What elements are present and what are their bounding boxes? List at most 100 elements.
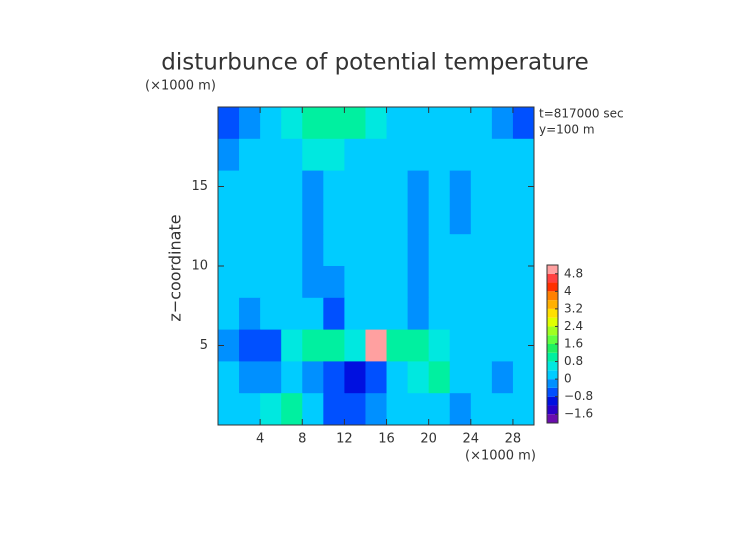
x-tick-label: 4 bbox=[256, 432, 264, 447]
annotation: y=100 m bbox=[539, 123, 595, 137]
field-cell bbox=[407, 138, 430, 172]
colorbar-tick-label: −1.6 bbox=[564, 407, 593, 421]
colorbar-tick-label: 0 bbox=[564, 372, 572, 386]
field-cell bbox=[491, 234, 514, 267]
field-cell bbox=[386, 170, 409, 203]
field-cell bbox=[218, 107, 240, 140]
field-cell bbox=[428, 361, 451, 394]
field-cell bbox=[491, 393, 514, 425]
field-cell bbox=[386, 138, 409, 172]
field-cell bbox=[386, 107, 409, 140]
field-cell bbox=[491, 107, 514, 140]
annotation: t=817000 sec bbox=[539, 107, 624, 121]
field-cell bbox=[323, 202, 345, 235]
field-cell bbox=[449, 297, 472, 331]
field-cell bbox=[386, 393, 409, 425]
field-cell bbox=[491, 361, 514, 394]
field-cell bbox=[428, 393, 451, 425]
field-cell bbox=[365, 329, 388, 362]
x-unit-label: (×1000 m) bbox=[465, 449, 536, 464]
field-cell bbox=[386, 234, 409, 267]
field-cell bbox=[260, 234, 282, 267]
colorbar-tick-label: 1.6 bbox=[564, 337, 583, 351]
colorbar-band bbox=[547, 300, 558, 309]
field-cell bbox=[449, 138, 472, 172]
field-cell bbox=[302, 202, 324, 235]
field-cell bbox=[428, 297, 451, 331]
field-cell bbox=[428, 329, 451, 362]
field-cell bbox=[344, 329, 366, 362]
field-cell bbox=[491, 202, 514, 235]
colorbar-tick-label: 4.8 bbox=[564, 266, 583, 280]
field-cell bbox=[491, 138, 514, 172]
field-cell bbox=[218, 361, 240, 394]
field-cell bbox=[470, 266, 493, 299]
field-cell bbox=[260, 138, 282, 172]
field-cell bbox=[218, 202, 240, 235]
colorbar-band bbox=[547, 361, 558, 371]
colorbar-band bbox=[547, 282, 558, 292]
field-cell bbox=[281, 393, 303, 425]
field-cell bbox=[281, 138, 303, 172]
field-cell bbox=[365, 361, 388, 394]
field-cell bbox=[344, 170, 366, 203]
field-cell bbox=[239, 329, 261, 362]
field-cell bbox=[386, 297, 409, 331]
field-cell bbox=[470, 393, 493, 425]
colorbar-band bbox=[547, 326, 558, 336]
field-cell bbox=[449, 361, 472, 394]
field-cell bbox=[449, 170, 472, 203]
field-cell bbox=[260, 266, 282, 299]
colorbar-band bbox=[547, 405, 558, 415]
field-cell bbox=[323, 393, 345, 425]
field-cell bbox=[470, 202, 493, 235]
field-cell bbox=[218, 234, 240, 267]
field-cell bbox=[344, 393, 366, 425]
field-cell bbox=[281, 202, 303, 235]
field-cell bbox=[512, 266, 534, 299]
field-cell bbox=[260, 107, 282, 140]
field-cell bbox=[449, 202, 472, 235]
field-cell bbox=[407, 107, 430, 140]
colorbar-band bbox=[547, 265, 558, 274]
colorbar-tick-label: −0.8 bbox=[564, 389, 593, 403]
field-cell bbox=[491, 329, 514, 362]
field-cell bbox=[302, 138, 324, 172]
field-cell bbox=[239, 393, 261, 425]
field-cell bbox=[302, 297, 324, 331]
x-tick-label: 20 bbox=[420, 432, 437, 447]
colorbar-band bbox=[547, 352, 558, 362]
field-cell bbox=[323, 107, 345, 140]
field-cell bbox=[407, 393, 430, 425]
field-cell bbox=[344, 234, 366, 267]
colorbar-tick-label: 0.8 bbox=[564, 354, 583, 368]
colorbar-band bbox=[547, 344, 558, 353]
field-cell bbox=[407, 297, 430, 331]
field-cell bbox=[218, 266, 240, 299]
field-cell bbox=[470, 170, 493, 203]
x-tick-label: 24 bbox=[463, 432, 480, 447]
field-cell bbox=[302, 234, 324, 267]
field-cell bbox=[365, 266, 388, 299]
y-axis-label: z−coordinate bbox=[166, 214, 185, 321]
field-cell bbox=[218, 170, 240, 203]
field-cell bbox=[302, 170, 324, 203]
field-cell bbox=[302, 107, 324, 140]
field-cell bbox=[428, 266, 451, 299]
field-cell bbox=[491, 297, 514, 331]
field-cell bbox=[239, 107, 261, 140]
field-cell bbox=[365, 170, 388, 203]
field-cell bbox=[449, 234, 472, 267]
field-cell bbox=[218, 329, 240, 362]
field-cell bbox=[365, 297, 388, 331]
field-cell bbox=[386, 266, 409, 299]
field-cell bbox=[407, 361, 430, 394]
field-cell bbox=[281, 170, 303, 203]
field-cell bbox=[260, 297, 282, 331]
field-cell bbox=[365, 202, 388, 235]
field-cell bbox=[365, 234, 388, 267]
field-cell bbox=[323, 138, 345, 172]
field-cell bbox=[365, 138, 388, 172]
field-cell bbox=[470, 361, 493, 394]
